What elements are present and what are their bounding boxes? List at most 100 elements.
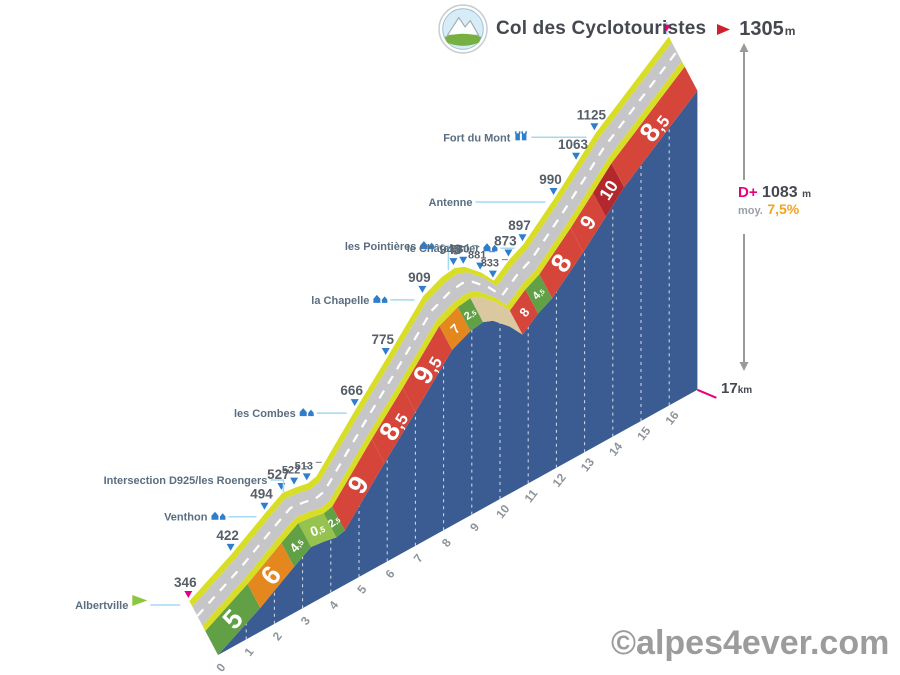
gradient-segment	[525, 274, 553, 314]
gradient-segment	[509, 289, 539, 335]
summit-flag-icon	[717, 23, 731, 35]
house-icon	[381, 296, 388, 303]
house-icon	[219, 513, 226, 520]
road-centerline	[196, 50, 678, 617]
gradient-segment	[593, 163, 625, 217]
elevation-marker-triangle	[184, 591, 193, 598]
elevation-label: 1063	[558, 137, 589, 152]
start-flag-icon	[132, 595, 148, 606]
chart-header: Col des Cyclotouristes 1305m	[438, 3, 795, 55]
km-tick-label: 10	[493, 502, 512, 521]
house-icon	[483, 243, 491, 252]
elevation-marker-triangle	[488, 270, 497, 278]
elevation-marker-triangle	[449, 258, 458, 266]
castle-icon	[514, 131, 527, 141]
road-surface	[192, 42, 682, 626]
gradient-segment	[323, 506, 345, 538]
elevation-label: 873	[494, 234, 517, 249]
elevation-marker-triangle	[476, 262, 485, 270]
gradient-value: 2,5	[462, 306, 479, 323]
house-icon	[211, 511, 219, 520]
place-label: les Combes	[234, 408, 296, 420]
house-icon	[299, 408, 307, 417]
km-tick-label: 3	[298, 614, 313, 628]
gradient-segment	[247, 542, 295, 608]
elevation-label: 930	[451, 244, 469, 256]
km-tick-label: 6	[382, 567, 397, 581]
gradient-segment	[457, 298, 484, 331]
place-leader-line	[270, 479, 285, 493]
road-stripe	[202, 61, 685, 632]
arrow-down-icon	[739, 362, 749, 371]
elevation-label: 422	[216, 528, 239, 543]
climb-title: Col des Cyclotouristes	[496, 18, 707, 39]
place-label: le Châtaignier	[407, 243, 480, 255]
elevation-label: 775	[371, 332, 394, 347]
km-tick-label: 5	[354, 582, 369, 596]
km-tick-label: 2	[270, 629, 285, 643]
elevation-gain-gauge	[739, 43, 749, 371]
distance-pointer-line	[697, 388, 717, 399]
dplus-label: D+	[738, 184, 758, 201]
elevation-marker-triangle	[504, 249, 513, 257]
km-tick-label: 12	[550, 471, 569, 490]
km-tick-label: 0	[213, 660, 228, 674]
elevation-label: 666	[340, 383, 363, 398]
elevation-marker-triangle	[226, 543, 235, 551]
place-label: la Chapelle	[311, 295, 369, 307]
gradient-segment	[439, 307, 471, 350]
elevation-marker-triangle	[381, 347, 390, 355]
house-icon	[491, 244, 498, 252]
profile-side-face	[218, 90, 698, 656]
km-tick-label: 8	[439, 536, 454, 550]
km-tick-label: 9	[467, 520, 482, 534]
km-tick-label: 15	[634, 424, 653, 443]
gradient-segment	[570, 192, 606, 253]
elevation-label: 527	[267, 467, 290, 482]
km-tick-label: 13	[578, 455, 597, 474]
total-distance-label: 17km	[721, 380, 753, 397]
summit-marker-triangle	[662, 24, 671, 32]
avg-gradient-label: moy.	[738, 205, 763, 217]
place-label: Fort du Mont	[443, 132, 511, 144]
gradient-segment	[281, 523, 312, 567]
elevation-label: 833	[481, 258, 499, 270]
gradient-value: 0,5	[308, 520, 327, 539]
elevation-marker-triangle	[418, 285, 427, 293]
gradient-segment	[298, 513, 337, 547]
gradient-segment	[470, 296, 523, 335]
place-leader-line	[437, 245, 450, 271]
elevation-label: 881	[468, 250, 486, 262]
elevation-label: 346	[174, 575, 197, 590]
gradient-segment	[332, 439, 385, 531]
elevation-label: 897	[508, 218, 531, 233]
place-label: les Pointières	[345, 241, 417, 253]
avg-gradient-value: 7,5%	[767, 201, 800, 217]
place-label: Intersection D925/les Roengers	[104, 475, 268, 487]
place-label: Venthon	[164, 512, 208, 524]
km-tick-label: 16	[662, 408, 681, 427]
summit-altitude: 1305m	[739, 17, 796, 40]
elevation-marker-triangle	[350, 399, 359, 407]
house-icon	[420, 241, 428, 250]
km-tick-label: 1	[241, 645, 256, 659]
elevation-label: 522	[282, 465, 300, 477]
elevation-marker-triangle	[302, 473, 311, 481]
gradient-segment	[611, 66, 698, 188]
house-icon	[308, 409, 314, 417]
gradient-segment	[371, 388, 416, 464]
arrow-up-icon	[739, 43, 749, 52]
elevation-marker-triangle	[260, 502, 269, 510]
km-tick-label: 4	[326, 598, 341, 612]
elevation-marker-triangle	[572, 152, 581, 160]
house-icon	[428, 242, 435, 250]
km-tick-label: 14	[606, 439, 625, 458]
elevation-marker-triangle	[590, 123, 599, 131]
elevation-label: 1125	[577, 107, 607, 122]
place-label: Antenne	[429, 197, 473, 209]
elevation-label: 990	[539, 172, 562, 187]
elevation-label: 909	[408, 270, 431, 285]
elevation-marker-triangle	[290, 477, 299, 485]
road-stripe	[189, 36, 672, 607]
